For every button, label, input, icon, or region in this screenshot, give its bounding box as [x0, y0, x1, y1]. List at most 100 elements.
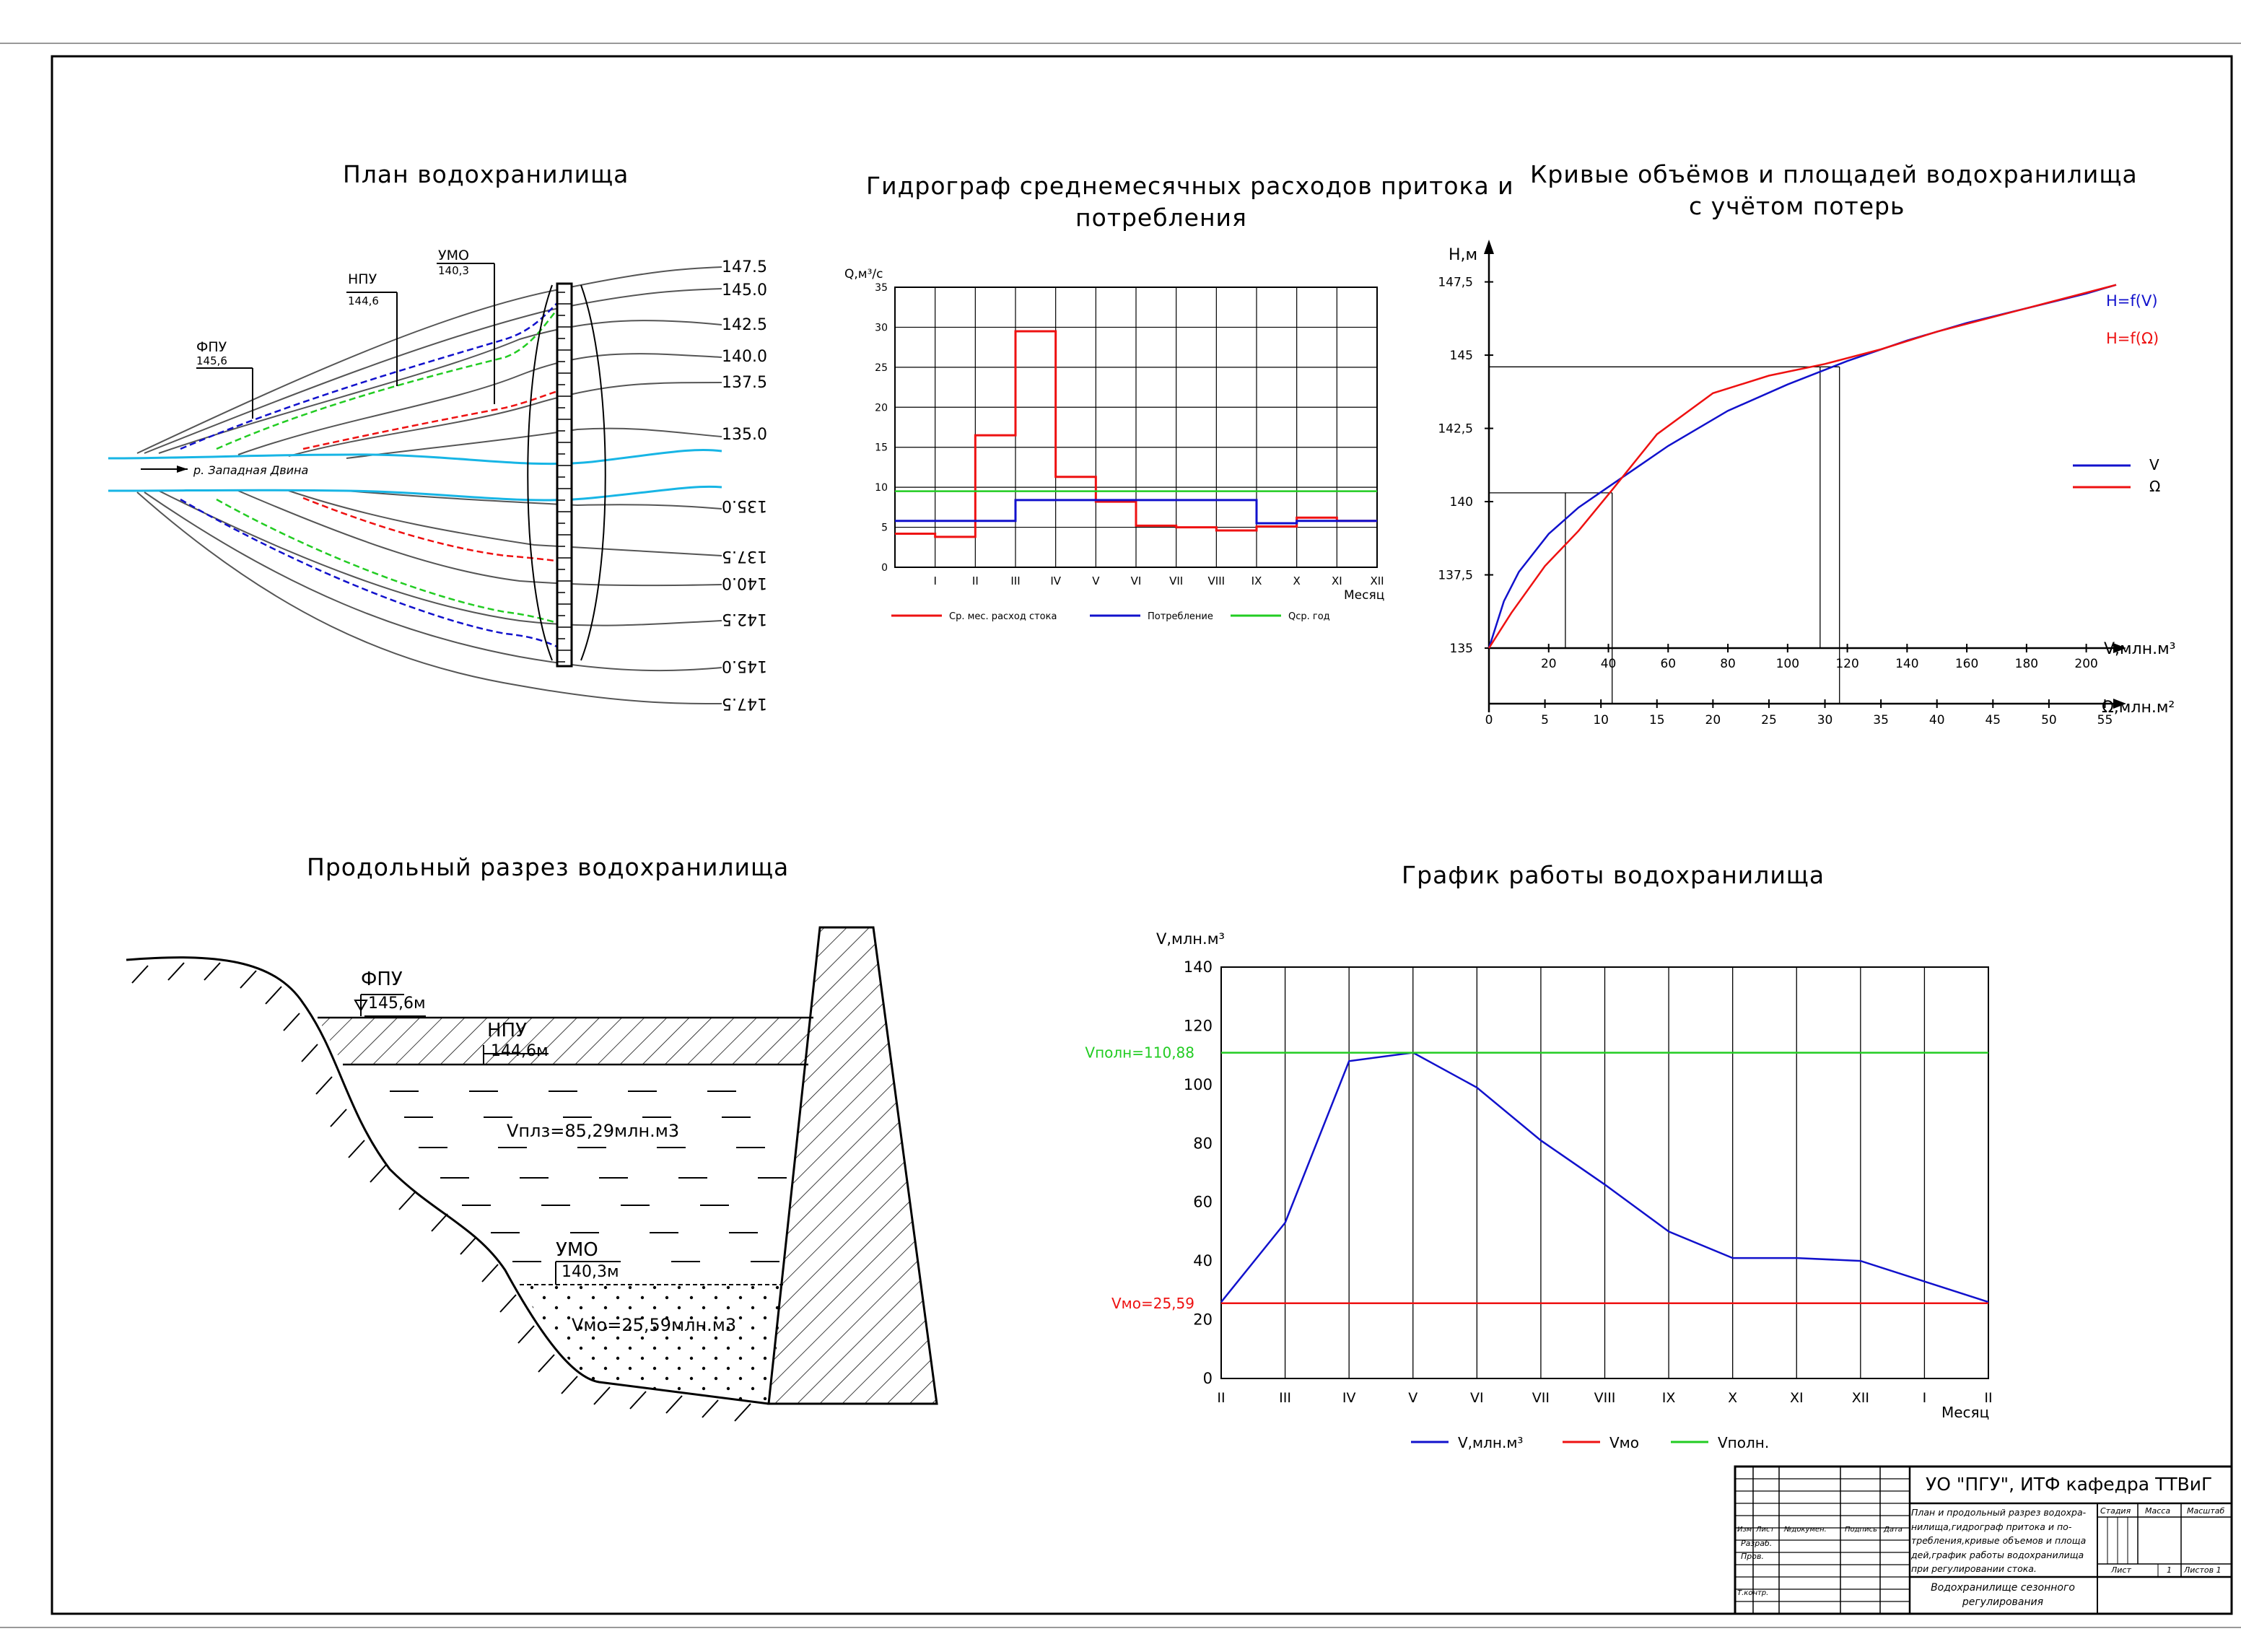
longitudinal-section [126, 926, 938, 1422]
hydro-x-tick: XII [1370, 574, 1384, 587]
operation-y-tick: 120 [1184, 1017, 1213, 1034]
curves-legend-label: Ω [2149, 478, 2160, 495]
ground-hatch-tick [481, 1264, 499, 1282]
curves-v-tick: 100 [1776, 657, 1799, 671]
contour-label: 147.5 [722, 694, 767, 712]
operation-legend-label: Vмо [1609, 1434, 1639, 1451]
curves-v-label: V,млн.м³ [2104, 640, 2176, 658]
hydrograph-title-line1: Гидрограф среднемесячных расходов приток… [866, 172, 1514, 200]
hydro-x-tick: VIII [1208, 574, 1226, 587]
curves-w-tick: 40 [1929, 713, 1945, 727]
hydro-x-label: Месяц [1344, 588, 1384, 603]
hydro-y-tick: 10 [875, 482, 888, 494]
ground-hatch-tick [131, 965, 149, 984]
stamp-row-label: Т.контр. [1737, 1589, 1769, 1597]
curves-v-tick: 60 [1660, 657, 1676, 671]
curves-y-tick: 137,5 [1438, 569, 1473, 583]
hydro-x-tick: VI [1131, 574, 1142, 587]
contour-label: 135.0 [722, 426, 767, 444]
operation-legend-label: V,млн.м³ [1458, 1434, 1523, 1451]
operation-x-tick: IV [1342, 1390, 1356, 1406]
stamp-scale-header: Масштаб [2187, 1506, 2225, 1516]
contour-label: 140.0 [722, 348, 767, 366]
plan-fpu-label: ФПУ [196, 339, 227, 355]
section-fpu-value: 145,6м [368, 995, 426, 1013]
curves-w-tick: 35 [1873, 713, 1889, 727]
operation-x-label: Месяц [1941, 1404, 1989, 1421]
curve-area [1488, 284, 2117, 649]
stamp-col-header: Дата [1884, 1526, 1903, 1534]
ground-hatch-tick [431, 1213, 448, 1232]
curves-y-tick: 142,5 [1438, 422, 1473, 437]
hydro-y-tick: 35 [875, 282, 888, 294]
title-block [1734, 1465, 2233, 1615]
ground-hatch-tick [240, 970, 257, 989]
curves-w-tick: 45 [1985, 713, 2001, 727]
operation-y-label: V,млн.м³ [1156, 930, 1225, 948]
hydro-x-tick: V [1092, 574, 1100, 587]
operation-y-tick: 20 [1193, 1311, 1213, 1329]
stamp-description: План и продольный разрез водохра- нилища… [1911, 1507, 2087, 1574]
ground-hatch-tick [348, 1140, 365, 1158]
hydrograph-title-line2: потребления [1075, 204, 1247, 232]
hydro-x-tick: II [972, 574, 979, 587]
curves-y-tick: 145 [1450, 349, 1473, 363]
operation-x-tick: III [1279, 1390, 1291, 1406]
ground-hatch-tick [330, 1109, 347, 1127]
ground-hatch-tick [593, 1386, 611, 1405]
stamp-row-label: Разраб. [1741, 1539, 1773, 1548]
operation-x-tick: VIII [1594, 1390, 1616, 1406]
stamp-org: УО "ПГУ", ИТФ кафедра ТТВиГ [1926, 1474, 2213, 1495]
section-umo-value: 140,3м [562, 1263, 619, 1281]
operation-x-tick: XII [1852, 1390, 1869, 1406]
ground-hatch-tick [734, 1403, 751, 1422]
curves-v-tick: 20 [1541, 657, 1557, 671]
curves-w-tick: 20 [1705, 713, 1721, 727]
operation-x-tick: VII [1532, 1390, 1550, 1406]
curves-title-line1: Кривые объёмов и площадей водохранилища [1530, 160, 2138, 188]
operation-vfull-label: Vполн=110,88 [1085, 1044, 1194, 1062]
curves-w-tick: 0 [1485, 713, 1493, 727]
curves-v-tick: 160 [1955, 657, 1978, 671]
hydro-y-tick: 5 [881, 523, 888, 534]
stamp-col-header: Лист [1756, 1526, 1775, 1534]
plan-fpu-value: 145,6 [196, 354, 227, 367]
contour-label: 142.5 [722, 610, 767, 628]
plan-river-label: р. Западная Двина [193, 463, 308, 477]
operation-x-tick: II [1217, 1390, 1225, 1406]
curves-y-tick: 147,5 [1438, 276, 1473, 290]
plan-title: План водохранилища [343, 160, 629, 188]
curves-w-tick: 55 [2097, 713, 2113, 727]
hydro-y-tick: 25 [875, 362, 888, 374]
operation-y-tick: 60 [1193, 1194, 1213, 1211]
curves-w-tick: 5 [1541, 713, 1549, 727]
ground-hatch-tick [283, 1013, 300, 1031]
curves-hw-label: Н=f(Ω) [2106, 330, 2159, 347]
drawing-frame [51, 55, 2233, 1615]
hydro-x-tick: III [1010, 574, 1020, 587]
hydro-legend-label: Потребление [1148, 611, 1213, 622]
curves-w-tick: 25 [1761, 713, 1777, 727]
operation-x-tick: V [1408, 1390, 1417, 1406]
contour-label: 135.0 [722, 497, 767, 515]
stamp-col-header: №докумен. [1784, 1526, 1827, 1534]
curves-w-tick: 50 [2041, 713, 2057, 727]
curves-w-label: Ω,млн.м² [2102, 699, 2175, 717]
operation-title: График работы водохранилища [1402, 861, 1825, 889]
hydro-x-tick: IV [1050, 574, 1061, 587]
ground-hatch-tick [561, 1376, 578, 1394]
ground-hatch-tick [499, 1294, 517, 1313]
stamp-col-header: Подпись [1845, 1526, 1877, 1534]
operation-x-tick: VI [1470, 1390, 1484, 1406]
curves-y-tick: 135 [1450, 642, 1473, 656]
section-npu-value: 144,6м [491, 1042, 549, 1060]
operation-vmo-label: Vмо=25,59 [1111, 1295, 1194, 1312]
operation-x-tick: X [1728, 1390, 1737, 1406]
ground-hatch-tick [629, 1391, 647, 1410]
operation-y-tick: 40 [1193, 1252, 1213, 1269]
hydro-x-tick: X [1293, 574, 1301, 587]
ground-hatch-tick [370, 1164, 387, 1183]
stamp-row-label: Пров. [1741, 1552, 1764, 1561]
